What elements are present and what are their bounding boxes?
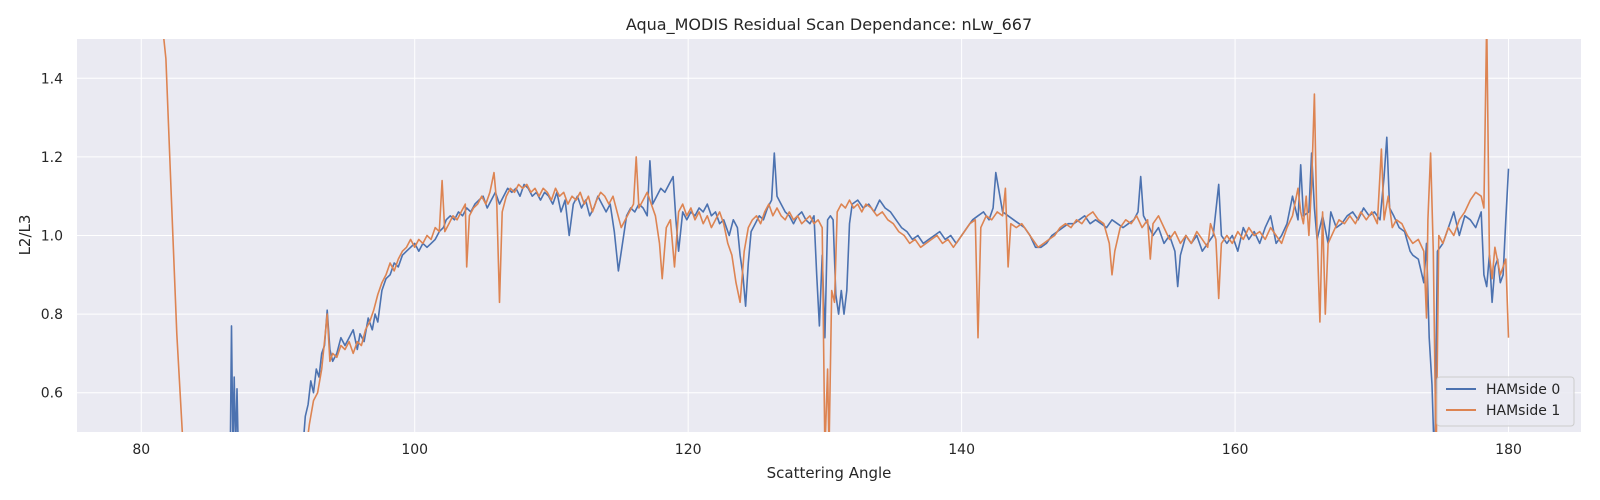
series-line-hamside-1 bbox=[307, 39, 1510, 432]
y-tick-label: 0.6 bbox=[41, 386, 63, 402]
x-tick-label: 140 bbox=[948, 442, 975, 458]
y-tick-label: 0.8 bbox=[41, 307, 63, 323]
x-tick-label: 100 bbox=[401, 442, 428, 458]
x-tick-labels: 80 100 120 140 160 180 bbox=[132, 442, 1522, 458]
y-tick-label: 1.4 bbox=[41, 71, 63, 87]
legend-label-hamside-1: HAMside 1 bbox=[1486, 403, 1560, 419]
series-layer bbox=[163, 39, 1510, 432]
y-tick-labels: 0.6 0.8 1.0 1.2 1.4 bbox=[41, 71, 63, 401]
y-tick-label: 1.2 bbox=[41, 150, 63, 166]
x-tick-label: 160 bbox=[1222, 442, 1249, 458]
legend: HAMside 0 HAMside 1 bbox=[1436, 376, 1575, 427]
legend-label-hamside-0: HAMside 0 bbox=[1486, 382, 1560, 398]
y-tick-label: 1.0 bbox=[41, 229, 63, 245]
x-tick-label: 80 bbox=[132, 442, 150, 458]
series-line-hamside-0 bbox=[303, 136, 1510, 432]
x-tick-label: 120 bbox=[675, 442, 702, 458]
series-line-hamside-0 bbox=[229, 325, 239, 432]
x-axis-label: Scattering Angle bbox=[767, 464, 892, 482]
series-line-hamside-1 bbox=[163, 39, 184, 432]
x-tick-label: 180 bbox=[1495, 442, 1522, 458]
y-axis-label: L2/L3 bbox=[16, 215, 34, 256]
chart-title: Aqua_MODIS Residual Scan Dependance: nLw… bbox=[626, 15, 1032, 35]
